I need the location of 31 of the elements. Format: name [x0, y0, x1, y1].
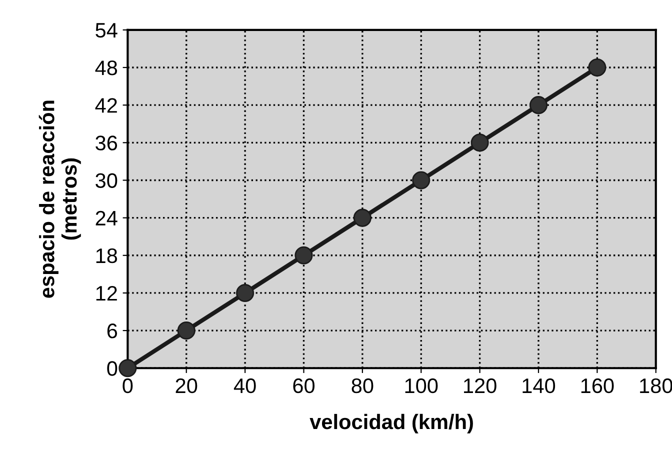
x-tick-label: 160 — [581, 378, 614, 394]
point — [236, 284, 254, 302]
x-tick-label: 80 — [352, 378, 374, 394]
point — [177, 322, 196, 340]
x-tick-label: 140 — [522, 378, 556, 394]
y-tick-label: 30 — [96, 173, 118, 188]
x-tick-label: 0 — [122, 378, 133, 394]
y-axis-title: espacio de reacción (metros) — [38, 100, 81, 298]
x-tick-label: 60 — [293, 378, 315, 394]
point — [353, 208, 372, 227]
x-tick-label: 180 — [640, 378, 672, 394]
point — [118, 359, 137, 378]
point — [294, 246, 313, 264]
point — [529, 96, 548, 114]
point — [470, 134, 489, 152]
y-tick-label: 18 — [96, 248, 118, 264]
y-tick-label: 0 — [107, 361, 118, 376]
x-tick-label: 100 — [405, 378, 438, 394]
point — [588, 58, 606, 77]
point — [412, 171, 430, 190]
y-tick-label: 12 — [96, 286, 117, 301]
x-tick-label: 20 — [176, 378, 198, 394]
x-axis-title: velocidad (km/h) — [310, 414, 473, 434]
y-tick-label: 36 — [96, 136, 118, 150]
x-tick-label: 40 — [234, 378, 256, 394]
y-tick-label: 54 — [96, 23, 118, 38]
y-tick-label: 48 — [95, 60, 118, 76]
y-tick-label: 42 — [95, 98, 117, 113]
y-tick-label: 6 — [107, 324, 118, 338]
x-tick-label: 120 — [464, 378, 496, 394]
y-tick-label: 24 — [96, 210, 118, 226]
